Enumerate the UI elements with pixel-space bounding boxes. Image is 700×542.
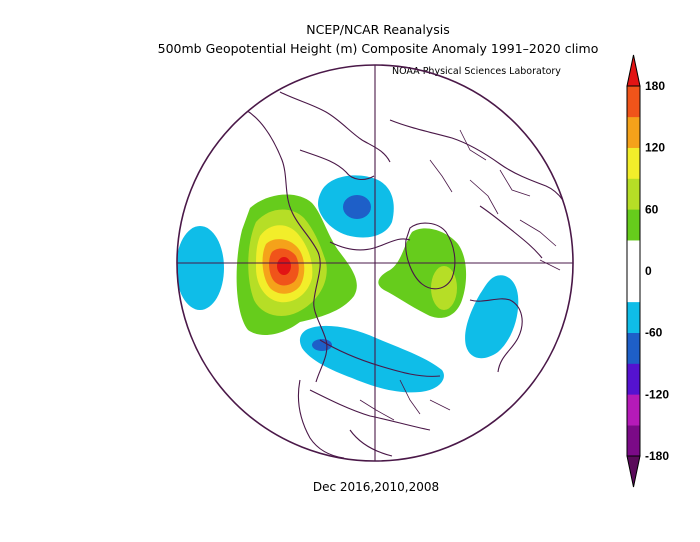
country-borders <box>359 129 561 421</box>
colorbar-bin <box>627 332 640 364</box>
colorbar-bins <box>627 86 640 457</box>
coastline-canada-arctic <box>299 149 411 251</box>
positive-anomaly-greenland-core <box>431 266 457 310</box>
anomaly-field <box>177 175 519 393</box>
coastline-central-asia <box>309 339 441 431</box>
colorbar-bin <box>627 363 640 395</box>
composite-dates: Dec 2016,2010,2008 <box>312 480 440 494</box>
colorbar-tick-label: -120 <box>645 387 669 401</box>
colorbar: 180 120 60 0 -60 -120 -180 <box>626 54 669 488</box>
colorbar-bottom-arrow <box>626 455 641 488</box>
negative-anomaly-asia-band <box>299 325 444 393</box>
negative-anomaly-arctic-core <box>343 195 371 219</box>
colorbar-bin <box>627 394 640 426</box>
colorbar-bin <box>627 147 640 179</box>
colorbar-ticks: 180 120 60 0 -60 -120 -180 <box>645 79 669 463</box>
colorbar-bin <box>627 178 640 210</box>
map-title: NCEP/NCAR Reanalysis <box>306 22 450 37</box>
colorbar-bin <box>627 271 640 303</box>
colorbar-frame <box>626 85 641 457</box>
coastlines <box>245 91 573 459</box>
colorbar-bin <box>627 86 640 118</box>
colorbar-bin <box>627 240 640 272</box>
colorbar-tick-label: 0 <box>645 264 652 278</box>
positive-anomaly-ridge-max <box>277 257 291 275</box>
map-boundary <box>176 64 574 462</box>
colorbar-bin <box>627 116 640 148</box>
colorbar-tick-label: 60 <box>645 202 659 216</box>
colorbar-tick-label: 180 <box>645 79 665 93</box>
colorbar-tick-label: -60 <box>645 326 663 340</box>
negative-anomaly-europe <box>465 275 519 359</box>
colorbar-tick-label: -180 <box>645 449 669 463</box>
colorbar-bin <box>627 425 640 457</box>
map-subtitle-variable: 500mb Geopotential Height (m) Composite … <box>157 41 599 56</box>
coastline-east-asia <box>297 379 393 459</box>
colorbar-top-arrow <box>626 54 641 87</box>
coastline-alaska <box>279 91 391 163</box>
coastline-siberia <box>389 119 573 221</box>
coastline-europe <box>469 205 543 373</box>
colorbar-bin <box>627 209 640 241</box>
coastline-greenland <box>405 222 456 290</box>
coastline-north-america <box>245 109 328 383</box>
lab-credit: NOAA Physical Sciences Laboratory <box>392 66 561 77</box>
colorbar-bin <box>627 301 640 333</box>
negative-anomaly-west-pacific <box>177 226 224 310</box>
colorbar-tick-label: 120 <box>645 141 665 155</box>
